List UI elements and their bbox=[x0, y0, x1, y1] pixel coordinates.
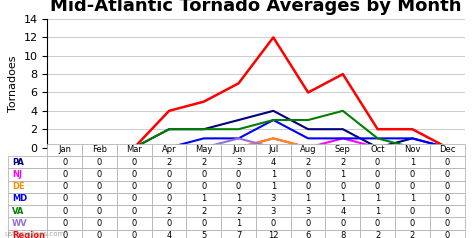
DE bbox=[305, 146, 311, 149]
Y-axis label: Tornadoes: Tornadoes bbox=[8, 55, 18, 112]
NJ bbox=[131, 146, 137, 149]
DE bbox=[410, 146, 415, 149]
WV bbox=[375, 146, 381, 149]
PA bbox=[131, 146, 137, 149]
MD bbox=[97, 146, 102, 149]
NJ bbox=[271, 137, 276, 140]
DE bbox=[201, 146, 207, 149]
DE bbox=[444, 146, 450, 149]
DE bbox=[236, 146, 241, 149]
Title: Mid-Atlantic Tornado Averages by Month: Mid-Atlantic Tornado Averages by Month bbox=[50, 0, 462, 15]
VA bbox=[340, 109, 346, 112]
MD bbox=[131, 146, 137, 149]
PA bbox=[236, 119, 241, 121]
VA bbox=[201, 128, 207, 131]
VA bbox=[166, 128, 172, 131]
WV bbox=[444, 146, 450, 149]
VA bbox=[410, 146, 415, 149]
PA bbox=[166, 128, 172, 131]
NJ bbox=[166, 146, 172, 149]
Line: MD: MD bbox=[65, 120, 447, 148]
WV bbox=[97, 146, 102, 149]
WV bbox=[131, 146, 137, 149]
Region bbox=[305, 91, 311, 94]
PA bbox=[201, 128, 207, 131]
NJ bbox=[305, 146, 311, 149]
DE bbox=[131, 146, 137, 149]
PA bbox=[340, 128, 346, 131]
PA bbox=[375, 146, 381, 149]
Line: NJ: NJ bbox=[65, 138, 447, 148]
VA bbox=[131, 146, 137, 149]
MD bbox=[375, 137, 381, 140]
WV bbox=[166, 146, 172, 149]
NJ bbox=[444, 146, 450, 149]
Region bbox=[62, 146, 68, 149]
VA bbox=[271, 119, 276, 121]
WV bbox=[62, 146, 68, 149]
NJ bbox=[410, 146, 415, 149]
PA bbox=[97, 146, 102, 149]
Region bbox=[201, 100, 207, 103]
WV bbox=[410, 146, 415, 149]
WV bbox=[236, 137, 241, 140]
VA bbox=[97, 146, 102, 149]
Region bbox=[340, 73, 346, 75]
DE bbox=[62, 146, 68, 149]
VA bbox=[375, 137, 381, 140]
WV bbox=[201, 146, 207, 149]
Region bbox=[375, 128, 381, 131]
DE bbox=[375, 146, 381, 149]
VA bbox=[444, 146, 450, 149]
MD bbox=[444, 146, 450, 149]
PA bbox=[305, 128, 311, 131]
MD bbox=[340, 137, 346, 140]
PA bbox=[271, 109, 276, 112]
Region bbox=[97, 146, 102, 149]
Line: WV: WV bbox=[65, 138, 447, 148]
Region bbox=[410, 128, 415, 131]
DE bbox=[166, 146, 172, 149]
DE bbox=[271, 137, 276, 140]
Region bbox=[166, 109, 172, 112]
Line: PA: PA bbox=[65, 111, 447, 148]
MD bbox=[236, 137, 241, 140]
Region bbox=[131, 146, 137, 149]
Region bbox=[236, 82, 241, 85]
Region bbox=[444, 146, 450, 149]
Line: VA: VA bbox=[65, 111, 447, 148]
NJ bbox=[236, 146, 241, 149]
NJ bbox=[375, 146, 381, 149]
NJ bbox=[340, 137, 346, 140]
WV bbox=[271, 146, 276, 149]
Line: DE: DE bbox=[65, 138, 447, 148]
PA bbox=[444, 146, 450, 149]
Line: Region: Region bbox=[65, 37, 447, 148]
VA bbox=[305, 119, 311, 121]
NJ bbox=[97, 146, 102, 149]
WV bbox=[305, 146, 311, 149]
DE bbox=[97, 146, 102, 149]
DE bbox=[340, 146, 346, 149]
VA bbox=[236, 128, 241, 131]
MD bbox=[166, 146, 172, 149]
PA bbox=[410, 137, 415, 140]
MD bbox=[410, 137, 415, 140]
MD bbox=[201, 137, 207, 140]
MD bbox=[271, 119, 276, 121]
NJ bbox=[201, 146, 207, 149]
Region bbox=[271, 36, 276, 39]
VA bbox=[62, 146, 68, 149]
NJ bbox=[62, 146, 68, 149]
MD bbox=[305, 137, 311, 140]
Text: ustornadoes.com: ustornadoes.com bbox=[5, 231, 65, 237]
PA bbox=[62, 146, 68, 149]
WV bbox=[340, 146, 346, 149]
MD bbox=[62, 146, 68, 149]
